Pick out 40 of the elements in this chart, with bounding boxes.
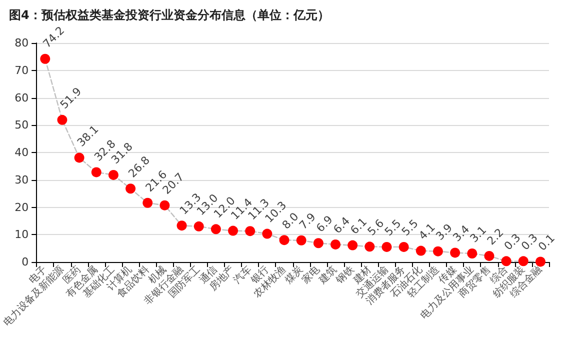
point (313, 238, 324, 248)
point (142, 198, 153, 208)
point (279, 235, 290, 246)
data-label: 5.5 (399, 216, 421, 239)
point (126, 184, 136, 194)
point (194, 221, 204, 232)
point (467, 248, 478, 259)
y-tick-label: 0 (22, 256, 29, 268)
point (398, 242, 409, 252)
point (108, 170, 118, 180)
point (160, 200, 170, 210)
point (432, 246, 443, 256)
y-tick-label: 80 (14, 36, 29, 50)
chart-title: 图4：预估权益类基金投资行业资金分布信息（单位：亿元） (9, 8, 330, 22)
y-tick-label: 50 (14, 118, 29, 132)
point (416, 246, 426, 256)
y-tick-label: 60 (14, 91, 29, 104)
point (450, 248, 460, 258)
point (262, 228, 272, 239)
point (296, 235, 306, 246)
point (40, 54, 50, 64)
point (501, 256, 512, 266)
point (518, 256, 528, 266)
point (484, 250, 494, 261)
point (74, 152, 84, 163)
point (382, 242, 392, 252)
point (91, 167, 102, 178)
point (330, 239, 340, 250)
point (245, 226, 256, 236)
y-tick-label: 20 (14, 200, 29, 214)
point (57, 114, 68, 125)
y-tick-label: 70 (14, 64, 29, 77)
point (228, 226, 238, 236)
point (210, 224, 221, 234)
y-tick-label: 30 (14, 173, 29, 186)
point (348, 240, 358, 250)
point (176, 220, 187, 231)
y-tick-label: 10 (14, 228, 29, 242)
point (364, 242, 375, 252)
y-tick-label: 40 (14, 146, 29, 159)
